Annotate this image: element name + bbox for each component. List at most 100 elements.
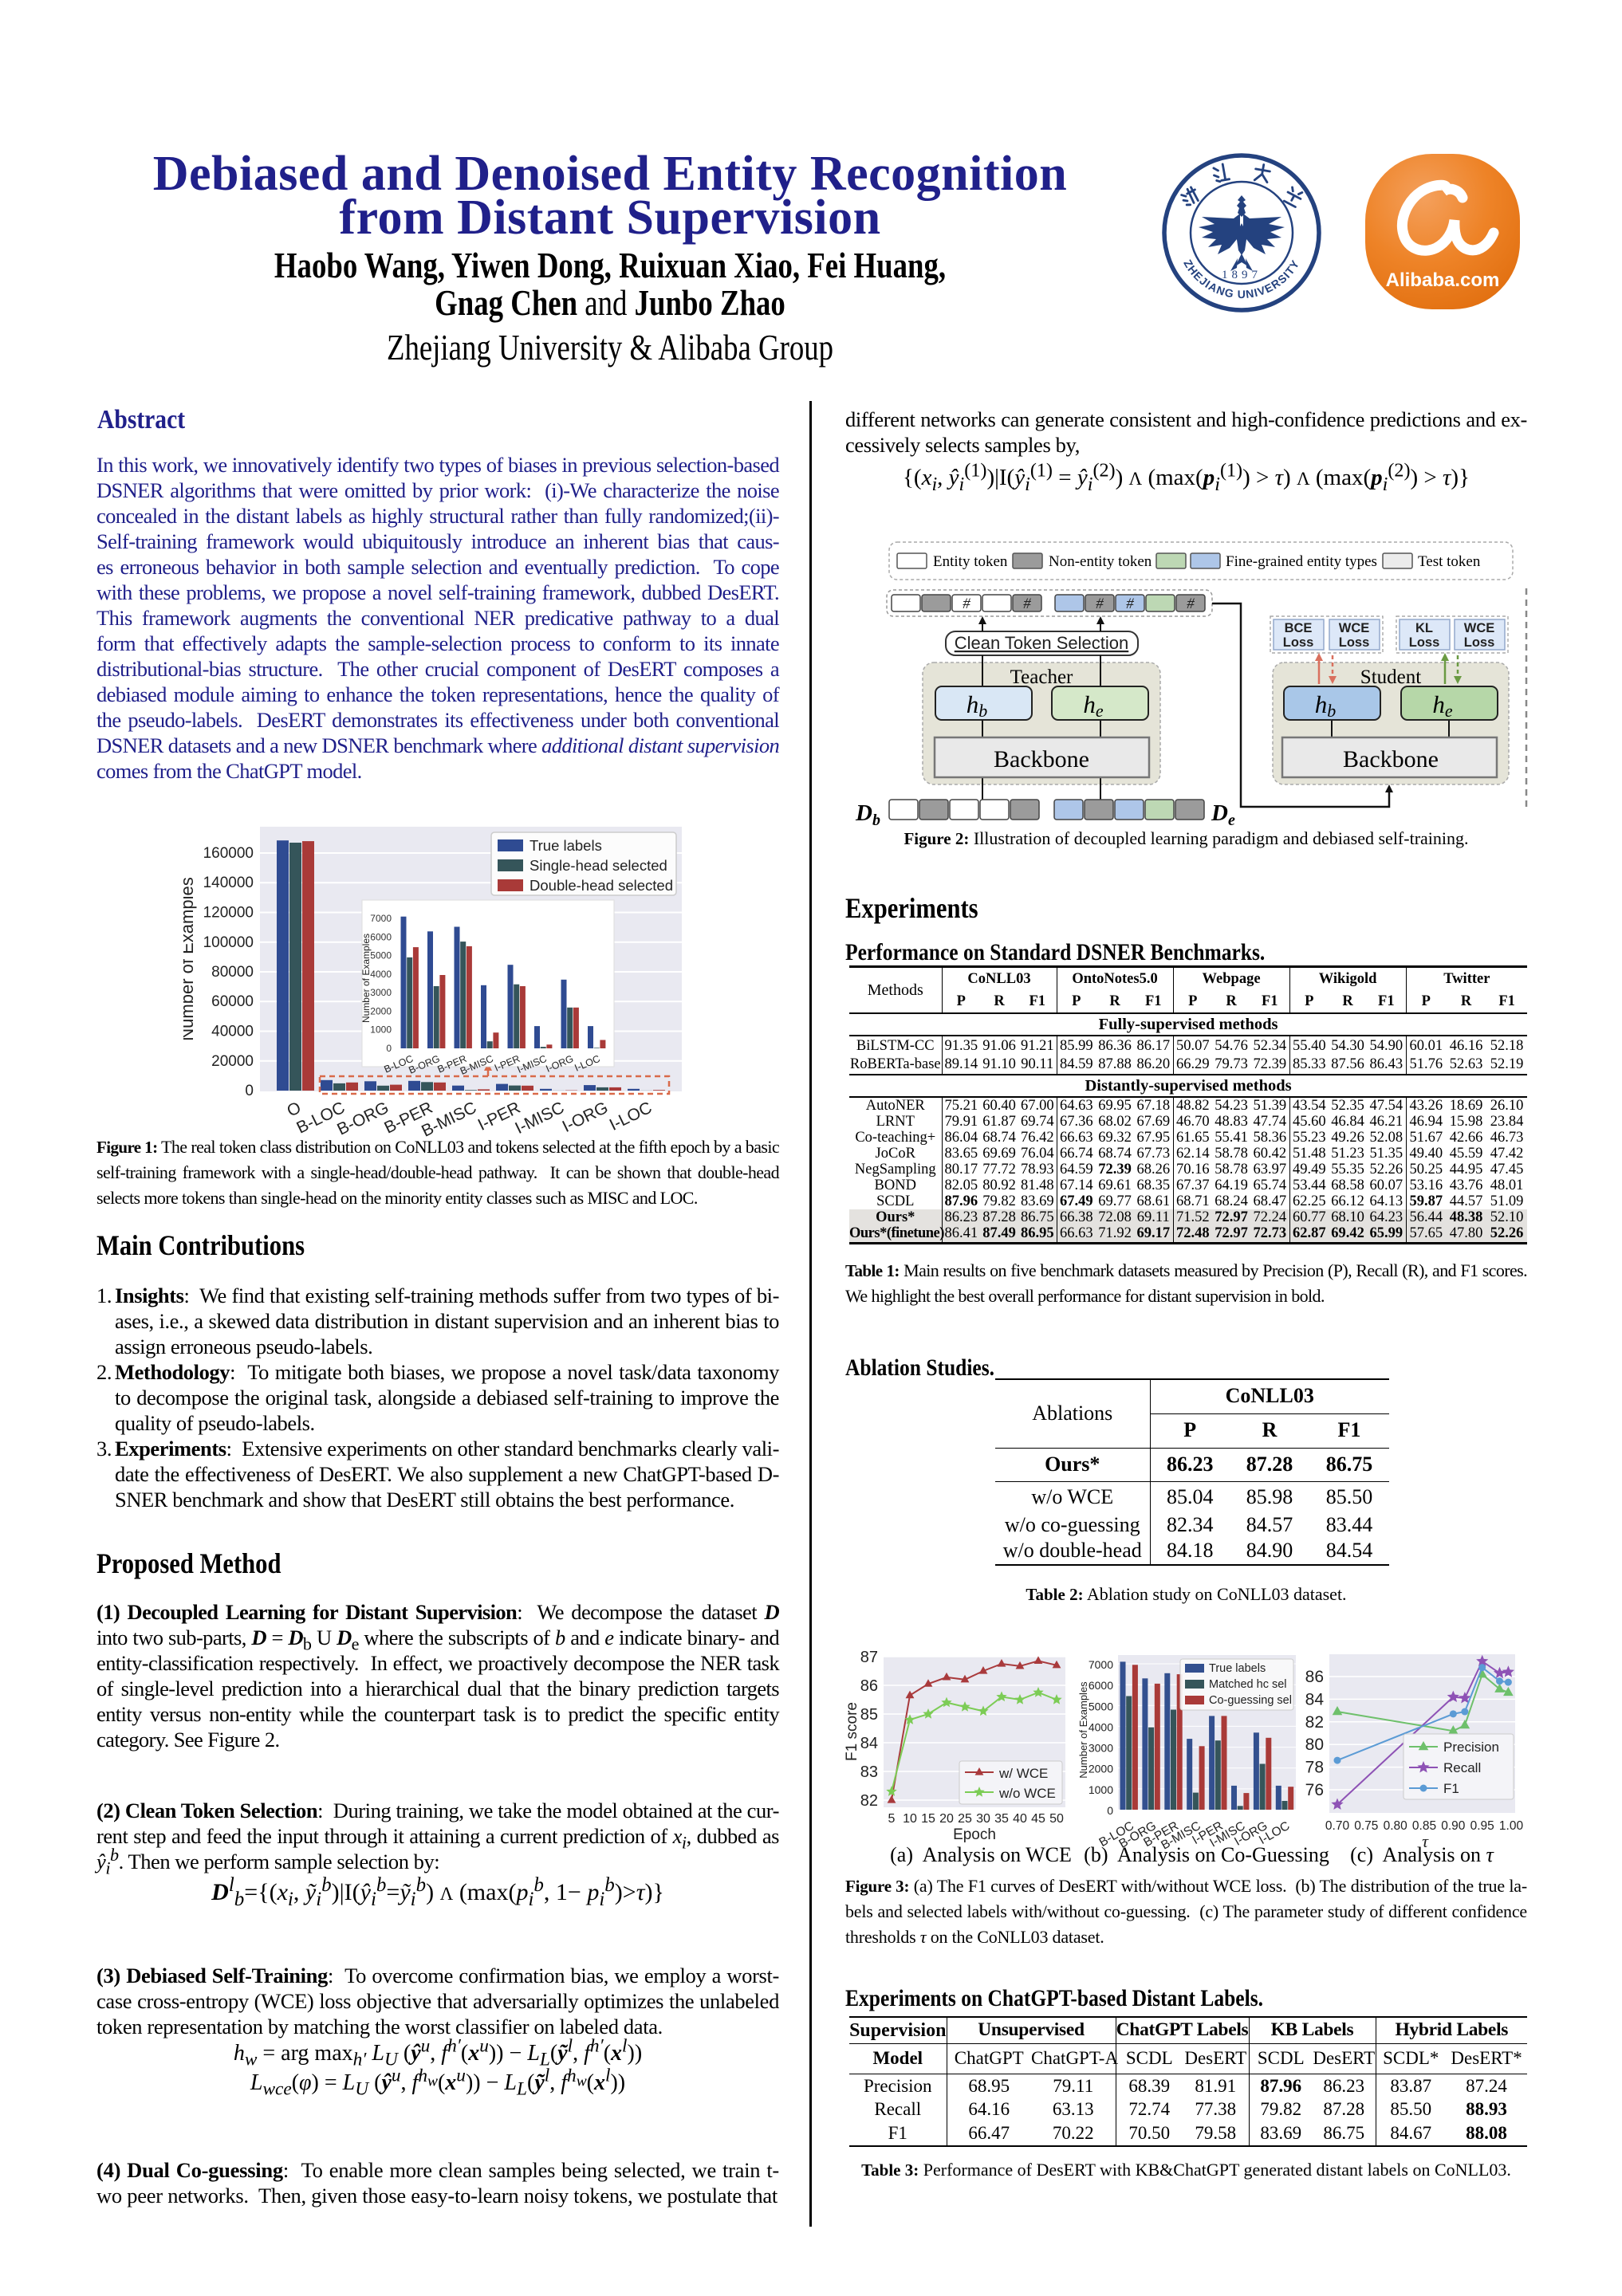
svg-text:w/ WCE: w/ WCE xyxy=(998,1766,1048,1781)
svg-text:True labels: True labels xyxy=(1209,1662,1266,1675)
svg-text:BCE: BCE xyxy=(1285,621,1313,635)
svg-text:I-MISC: I-MISC xyxy=(512,1099,567,1138)
svg-text:80: 80 xyxy=(1305,1736,1324,1754)
svg-text:True labels: True labels xyxy=(530,837,602,854)
svg-text:20: 20 xyxy=(939,1812,954,1826)
svg-text:#: # xyxy=(963,596,970,612)
svg-text:Test token: Test token xyxy=(1418,553,1481,570)
svg-text:F1 score: F1 score xyxy=(845,1702,860,1761)
svg-text:0.90: 0.90 xyxy=(1441,1819,1466,1833)
svg-text:Alibaba.com: Alibaba.com xyxy=(1386,269,1500,291)
svg-text:0.95: 0.95 xyxy=(1470,1819,1494,1833)
svg-text:Matched hc sel: Matched hc sel xyxy=(1209,1678,1287,1691)
svg-text:F1: F1 xyxy=(1443,1781,1459,1796)
svg-text:w/o WCE: w/o WCE xyxy=(998,1786,1056,1801)
svg-text:5000: 5000 xyxy=(1089,1700,1113,1712)
svg-text:6000: 6000 xyxy=(370,931,392,942)
svg-text:7000: 7000 xyxy=(370,913,392,924)
svg-text:Loss: Loss xyxy=(1283,635,1314,650)
svg-text:#: # xyxy=(1023,596,1031,612)
svg-text:Epoch: Epoch xyxy=(953,1826,996,1843)
svg-text:Precision: Precision xyxy=(1443,1740,1499,1755)
svg-text:I-ORG: I-ORG xyxy=(560,1099,612,1136)
svg-text:Single-head selected: Single-head selected xyxy=(530,857,667,874)
svg-text:5: 5 xyxy=(888,1812,896,1826)
svg-text:De: De xyxy=(1211,800,1235,829)
svg-text:15: 15 xyxy=(921,1812,935,1826)
svg-text:#: # xyxy=(1187,596,1195,612)
svg-text:40000: 40000 xyxy=(211,1024,254,1040)
svg-text:0.70: 0.70 xyxy=(1325,1819,1350,1833)
svg-text:B-ORG: B-ORG xyxy=(334,1099,392,1139)
svg-text:40: 40 xyxy=(1013,1812,1027,1826)
svg-text:Loss: Loss xyxy=(1409,635,1440,650)
svg-text:WCE: WCE xyxy=(1339,621,1370,635)
svg-text:2000: 2000 xyxy=(1089,1763,1113,1775)
svg-text:#: # xyxy=(1096,596,1104,612)
svg-text:KL: KL xyxy=(1415,621,1433,635)
svg-text:Fine-grained entity types: Fine-grained entity types xyxy=(1226,553,1377,570)
svg-text:45: 45 xyxy=(1031,1812,1045,1826)
svg-text:Entity token: Entity token xyxy=(933,553,1008,570)
svg-text:(b) Analysis on Co-Guessing: (b) Analysis on Co-Guessing xyxy=(1084,1843,1329,1866)
svg-text:Co-guessing sel: Co-guessing sel xyxy=(1209,1694,1292,1707)
svg-text:84: 84 xyxy=(860,1735,878,1752)
svg-text:3000: 3000 xyxy=(1089,1742,1113,1755)
svg-text:76: 76 xyxy=(1305,1781,1324,1799)
svg-text:84: 84 xyxy=(1305,1690,1325,1708)
svg-text:Student: Student xyxy=(1360,666,1421,688)
svg-text:0: 0 xyxy=(1107,1804,1113,1817)
svg-text:82: 82 xyxy=(1305,1713,1324,1732)
svg-text:30: 30 xyxy=(976,1812,990,1826)
svg-text:WCE: WCE xyxy=(1464,621,1495,635)
svg-text:0.75: 0.75 xyxy=(1354,1819,1378,1833)
svg-text:#: # xyxy=(1126,596,1134,612)
svg-text:Backbone: Backbone xyxy=(994,746,1089,773)
svg-text:Db: Db xyxy=(855,800,880,829)
svg-text:86: 86 xyxy=(860,1677,878,1695)
svg-text:83: 83 xyxy=(860,1763,878,1781)
svg-text:Double-head selected: Double-head selected xyxy=(530,877,673,894)
svg-text:35: 35 xyxy=(994,1812,1009,1826)
svg-text:1897: 1897 xyxy=(1222,269,1262,281)
svg-text:50: 50 xyxy=(1049,1812,1064,1826)
svg-text:7000: 7000 xyxy=(1089,1658,1113,1671)
svg-text:85: 85 xyxy=(860,1706,878,1724)
svg-text:Teacher: Teacher xyxy=(1010,666,1073,688)
svg-text:10: 10 xyxy=(903,1812,917,1826)
svg-text:4000: 4000 xyxy=(370,969,392,980)
svg-text:100000: 100000 xyxy=(203,934,254,951)
svg-text:80000: 80000 xyxy=(211,964,254,981)
svg-text:Number of Examples: Number of Examples xyxy=(1077,1681,1089,1779)
svg-text:1000: 1000 xyxy=(370,1024,392,1036)
svg-text:Loss: Loss xyxy=(1339,635,1370,650)
svg-text:5000: 5000 xyxy=(370,950,392,961)
svg-text:60000: 60000 xyxy=(211,993,254,1010)
svg-text:160000: 160000 xyxy=(203,845,254,862)
svg-text:Number of Examples: Number of Examples xyxy=(183,877,197,1040)
svg-text:1.00: 1.00 xyxy=(1499,1819,1524,1833)
svg-text:(a) Analysis on WCE: (a) Analysis on WCE xyxy=(890,1843,1072,1866)
svg-text:0: 0 xyxy=(245,1083,254,1099)
svg-text:0.80: 0.80 xyxy=(1384,1819,1408,1833)
svg-text:140000: 140000 xyxy=(203,875,254,891)
svg-text:Number of Examples: Number of Examples xyxy=(360,934,372,1023)
svg-text:Backbone: Backbone xyxy=(1343,746,1439,773)
svg-text:(c) Analysis on τ: (c) Analysis on τ xyxy=(1350,1843,1494,1866)
svg-text:0: 0 xyxy=(386,1043,392,1054)
svg-text:78: 78 xyxy=(1305,1759,1324,1777)
svg-text:1000: 1000 xyxy=(1089,1783,1113,1796)
svg-text:120000: 120000 xyxy=(203,905,254,922)
svg-text:I-LOC: I-LOC xyxy=(607,1099,655,1134)
svg-text:τ: τ xyxy=(1422,1831,1429,1851)
svg-text:6000: 6000 xyxy=(1089,1679,1113,1692)
svg-text:Loss: Loss xyxy=(1464,635,1495,650)
svg-text:2000: 2000 xyxy=(370,1005,392,1016)
svg-text:86: 86 xyxy=(1305,1668,1324,1686)
svg-text:3000: 3000 xyxy=(370,987,392,998)
svg-text:Recall: Recall xyxy=(1443,1760,1481,1775)
svg-text:87: 87 xyxy=(860,1649,878,1666)
svg-text:4000: 4000 xyxy=(1089,1720,1113,1733)
svg-text:20000: 20000 xyxy=(211,1053,254,1070)
svg-text:Clean Token Selection: Clean Token Selection xyxy=(955,633,1129,653)
